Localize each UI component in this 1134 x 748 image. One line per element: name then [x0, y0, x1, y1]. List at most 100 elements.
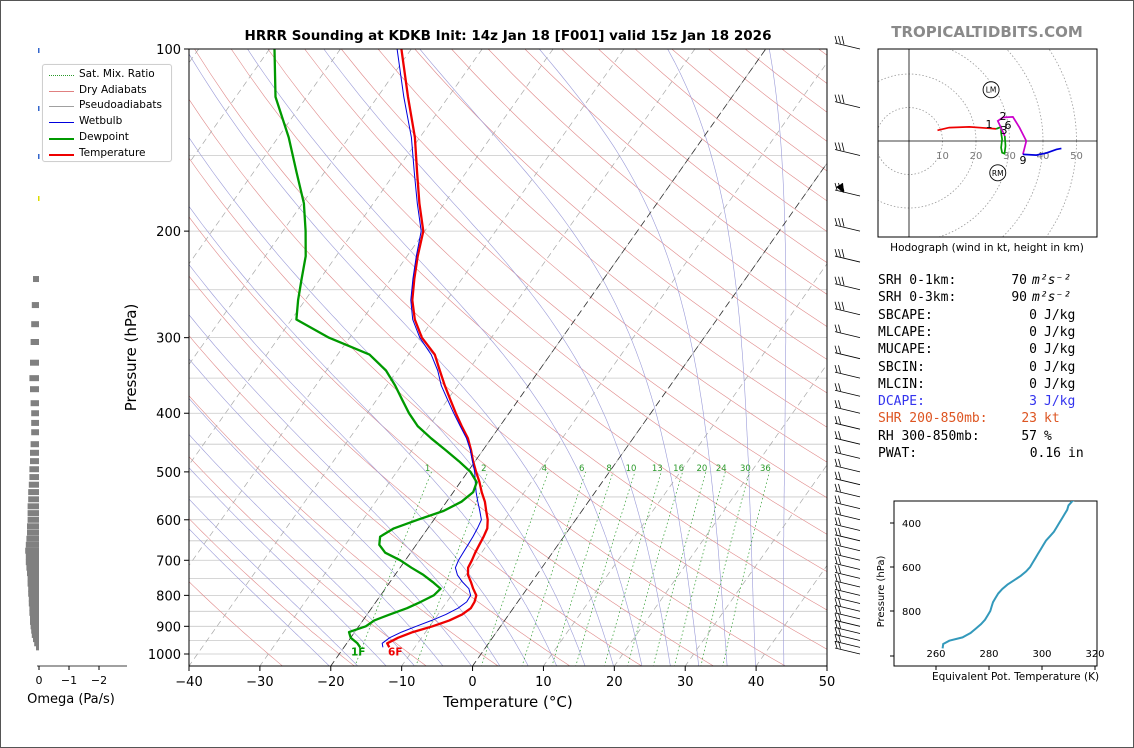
mixing-ratio-label: 13: [652, 464, 663, 474]
wind-barb-flag: [838, 142, 841, 151]
parameter-label: PWAT:: [878, 446, 918, 461]
wind-barb-flag: [834, 627, 838, 635]
parameter-unit: J/kg: [1044, 394, 1076, 410]
wind-barb-flag: [838, 620, 841, 629]
wind-barb-flag: [834, 565, 838, 573]
legend-label: Dewpoint: [79, 130, 129, 143]
moist-adiabat: [189, 397, 444, 666]
wind-barb-shaft: [834, 42, 861, 50]
wind-barb-flag: [838, 483, 841, 492]
wind-barb-flag: [834, 517, 838, 525]
isotherm-minus20: [330, 49, 767, 666]
brand-watermark: TROPICALTIDBITS.COM: [891, 23, 1083, 41]
omega-bar: [29, 609, 39, 616]
omega-bar: [28, 585, 39, 592]
parameter-label: SHR 200-850mb:: [878, 411, 988, 427]
hodograph-ring-label: 40: [1037, 151, 1050, 162]
moist-adiabat: [189, 433, 415, 666]
x-axis-label: Temperature (°C): [442, 693, 572, 711]
omega-bar: [26, 564, 39, 571]
wind-barb-flag: [834, 301, 838, 309]
wind-barb-shaft: [834, 283, 861, 291]
wind-barb-flag: [834, 458, 838, 466]
wind-barb-shaft: [834, 224, 861, 232]
wind-barb-flag: [838, 94, 841, 103]
parameter-label: MUCAPE:: [878, 342, 933, 358]
wind-barb-shaft: [834, 597, 861, 604]
wind-barb-flag: [838, 400, 841, 409]
wind-barb-shaft: [834, 580, 861, 588]
pseudoadiabat-guide: [684, 464, 827, 666]
mixing-ratio-label: 1: [425, 464, 430, 474]
theta-e-y-label: Pressure (hPa): [876, 556, 887, 628]
x-tick-label: 30: [677, 675, 694, 690]
chart-legend: Sat. Mix. Ratio Dry Adiabats Pseudoadiabat…: [42, 64, 172, 162]
parameter-value: 0: [1029, 342, 1037, 358]
omega-bar: [31, 631, 39, 638]
y-tick-label: 900: [156, 620, 181, 635]
omega-bar: [31, 419, 39, 426]
wind-barb-flag: [838, 613, 841, 622]
wind-barb-flag: [834, 537, 838, 545]
wind-barb-flag: [834, 556, 838, 564]
dry-adiabat: [189, 216, 715, 666]
wind-barb-shaft: [834, 588, 861, 596]
x-tick-label: −10: [388, 675, 415, 690]
wind-barb-flag: [834, 573, 838, 582]
y-tick-label: 600: [156, 514, 181, 529]
mixing-ratio-label: 30: [740, 464, 751, 474]
dry-adiabat: [267, 49, 827, 535]
legend-swatch: [49, 75, 74, 76]
hodograph-trace-6-9km: [1022, 147, 1062, 156]
wind-barb-shaft: [834, 553, 861, 561]
wind-barb-flag: [834, 416, 838, 424]
parameter-label: MLCIN:: [878, 376, 925, 392]
omega-bar: [31, 410, 39, 417]
surface-temperature-label: 6F: [388, 646, 402, 658]
mixing-ratio-label: 24: [716, 464, 727, 474]
moist-adiabat: [769, 49, 787, 666]
wind-barb-flag: [841, 142, 845, 152]
skewt-frame: [188, 48, 828, 667]
omega-bar: [30, 339, 39, 346]
wind-barb-shaft: [834, 437, 861, 445]
legend-swatch: [49, 153, 74, 156]
theta-e-x-label: Equivalent Pot. Temperature (K): [932, 671, 1099, 683]
mixing-ratio-line: [652, 471, 707, 666]
x-tick-label: −20: [317, 675, 344, 690]
parameter-unit: %: [1044, 428, 1052, 444]
parameter-row: SHR 200-850mb: 23 kt: [878, 411, 1093, 428]
wind-barb-flag: [841, 301, 845, 311]
wind-barb-flag: [838, 35, 841, 44]
wind-barb-shaft: [834, 465, 861, 473]
wind-barb-flag: [834, 640, 838, 649]
omega-bar: [38, 106, 40, 111]
theta-e-x-tick-label: 300: [1032, 649, 1051, 660]
wind-barb-flag: [838, 627, 841, 636]
parameter-unit: J/kg: [1044, 342, 1076, 358]
hodograph-ring-label: 20: [970, 151, 983, 162]
moist-adiabat: [247, 49, 643, 666]
parameter-value: 0.16: [1029, 446, 1061, 461]
wind-barb-shaft: [834, 308, 861, 316]
dry-adiabat: [414, 49, 827, 394]
wind-barb-flag: [834, 182, 838, 191]
legend-label: Temperature: [79, 146, 146, 159]
x-tick-label: 0: [468, 675, 476, 690]
wind-barb-shaft: [834, 490, 861, 498]
wind-barb-flag: [834, 598, 838, 606]
omega-bar: [27, 580, 39, 587]
dry-adiabat: [341, 49, 827, 463]
omega-bar: [31, 321, 39, 328]
omega-bar: [28, 590, 39, 597]
theta-e-frame: [893, 500, 1098, 667]
omega-bar: [29, 474, 39, 481]
y-tick-label: 500: [156, 466, 181, 481]
mixing-ratio-label: 2: [481, 464, 486, 474]
y-tick-label: 200: [156, 225, 181, 240]
hodograph-ring-label: 50: [1070, 151, 1083, 162]
y-axis-label: Pressure (hPa): [122, 304, 140, 412]
surface-dewpoint-label: 1F: [351, 646, 365, 658]
omega-bar: [30, 441, 39, 448]
wind-barb-shaft: [834, 563, 861, 570]
